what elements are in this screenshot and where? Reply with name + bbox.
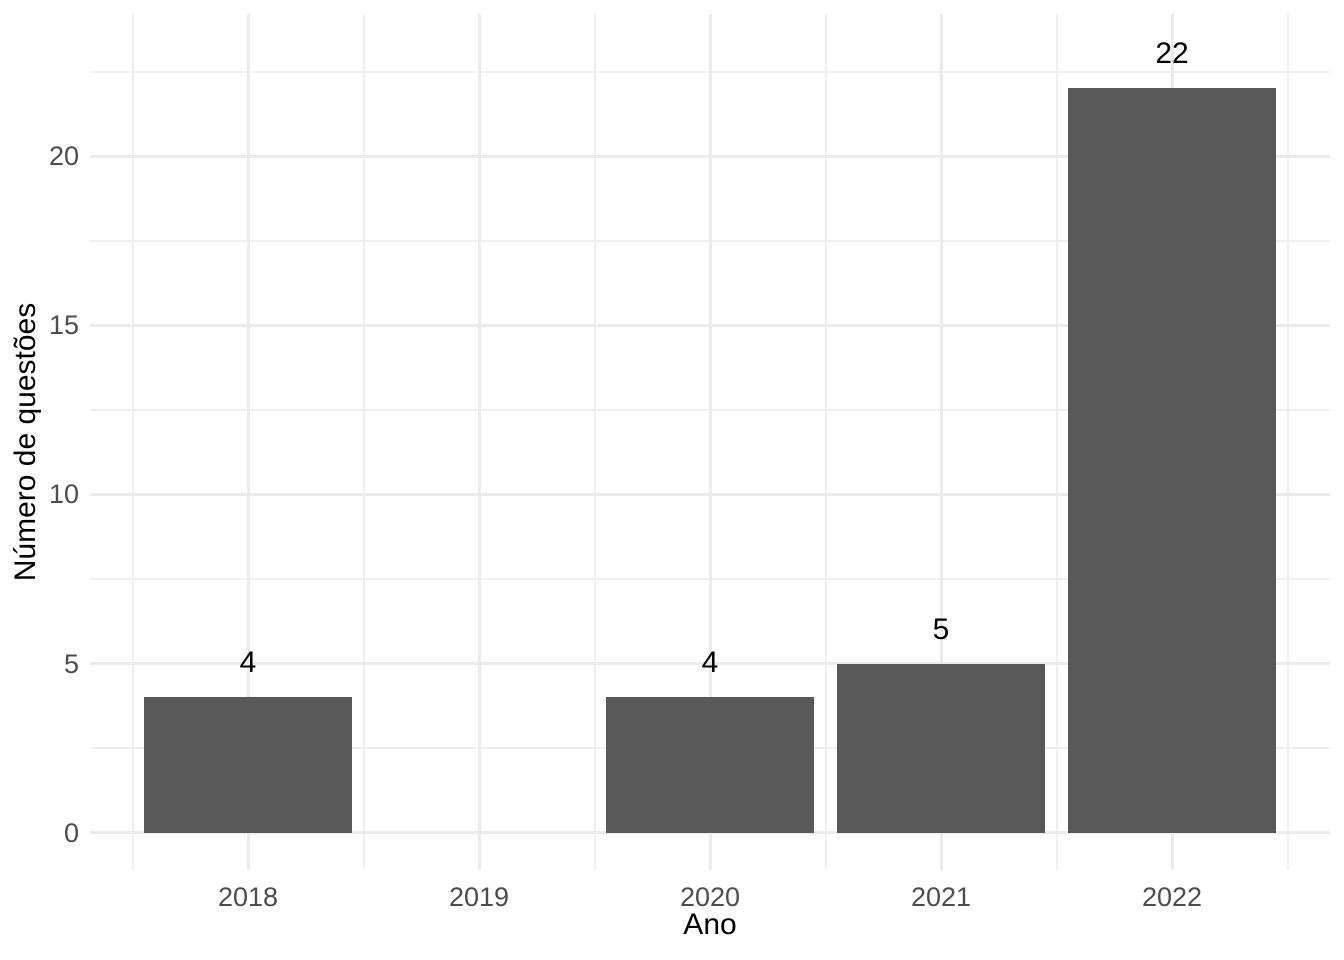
gridline-minor-x (824, 14, 827, 870)
bar (606, 697, 814, 833)
gridline-minor-x (1055, 14, 1058, 870)
x-tick-label: 2022 (1141, 882, 1203, 912)
bar-value-label: 22 (1155, 37, 1189, 71)
y-tick-label: 0 (63, 817, 79, 848)
bar (144, 697, 352, 833)
bar-value-label: 5 (932, 612, 950, 646)
gridline-major-x (246, 14, 250, 870)
gridline-minor-x (131, 14, 134, 870)
bar (1068, 88, 1276, 833)
y-axis-title: Número de questões (9, 302, 42, 582)
x-axis-title: Ano (683, 908, 737, 941)
gridline-major-x (477, 14, 481, 870)
x-tick-label: 2018 (217, 882, 279, 912)
gridline-minor-x (1286, 14, 1289, 870)
bar-value-label: 4 (701, 646, 719, 680)
y-tick-label: 20 (48, 141, 79, 172)
gridline-major-x (939, 14, 943, 870)
bar (837, 663, 1045, 833)
gridline-minor-x (593, 14, 596, 870)
gridline-major-x (708, 14, 712, 870)
x-tick-label: 2020 (679, 882, 741, 912)
y-tick-label: 15 (48, 310, 79, 341)
y-tick-label: 10 (48, 479, 79, 510)
x-tick-label: 2019 (448, 882, 510, 912)
y-tick-label: 5 (63, 648, 79, 679)
x-tick-label: 2021 (910, 882, 972, 912)
gridline-minor-x (362, 14, 365, 870)
plot-panel: 4 4 5 22 (90, 14, 1330, 870)
bar-value-label: 4 (239, 646, 257, 680)
